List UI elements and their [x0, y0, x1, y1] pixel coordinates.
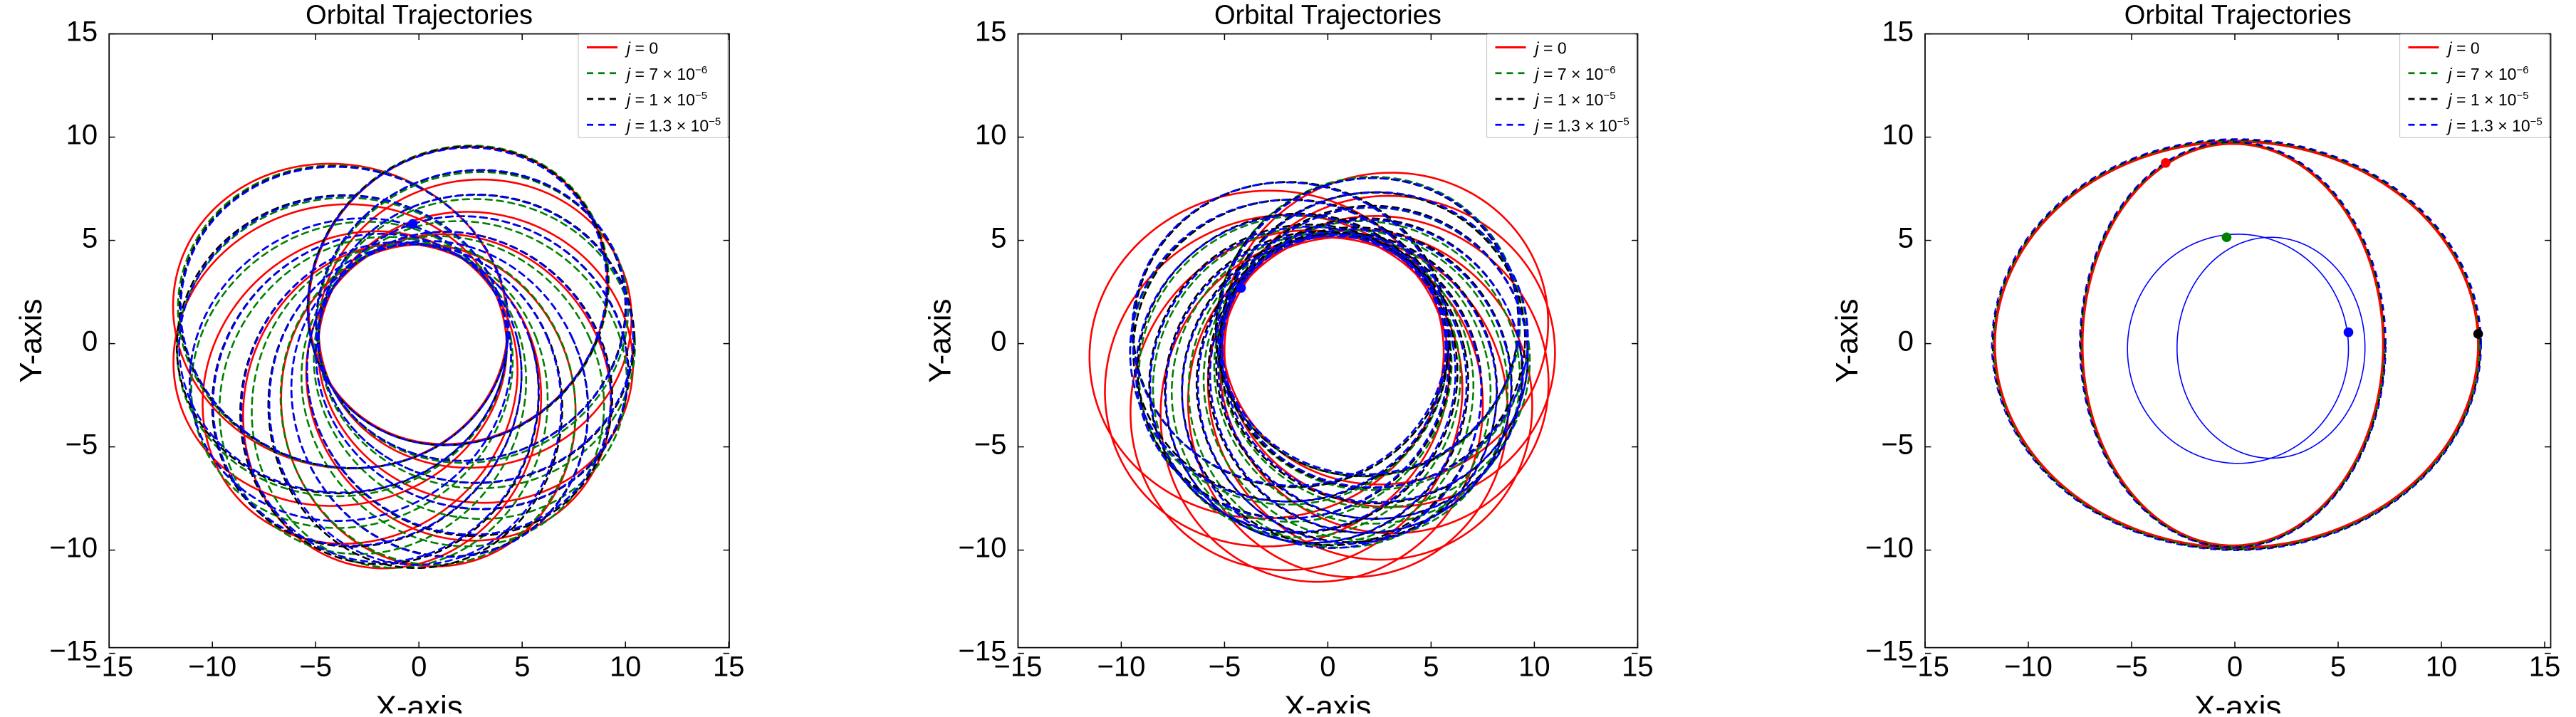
svg-text:Orbital Trajectories: Orbital Trajectories — [1214, 1, 1441, 31]
svg-text:15: 15 — [1882, 16, 1914, 48]
svg-text:X-axis: X-axis — [2194, 690, 2281, 713]
svg-text:−10: −10 — [1865, 533, 1914, 564]
svg-text:X-axis: X-axis — [1284, 690, 1371, 713]
svg-text:j = 7 × 10−6: j = 7 × 10−6 — [625, 64, 707, 83]
svg-text:−5: −5 — [974, 429, 1007, 461]
svg-text:j = 0: j = 0 — [2446, 39, 2480, 58]
svg-text:j = 1 × 10−5: j = 1 × 10−5 — [625, 90, 707, 109]
svg-text:−5: −5 — [2115, 651, 2148, 683]
svg-text:j = 1 × 10−5: j = 1 × 10−5 — [1533, 90, 1616, 109]
svg-text:−10: −10 — [188, 651, 236, 683]
svg-text:10: 10 — [1882, 120, 1914, 151]
svg-text:−5: −5 — [1209, 651, 1241, 683]
svg-text:−15: −15 — [959, 636, 1007, 667]
svg-text:10: 10 — [66, 120, 98, 151]
svg-text:Y-axis: Y-axis — [14, 298, 48, 382]
svg-text:−10: −10 — [1097, 651, 1145, 683]
svg-text:j = 0: j = 0 — [625, 39, 658, 58]
svg-text:5: 5 — [2330, 651, 2346, 683]
svg-text:j = 1.3 × 10−5: j = 1.3 × 10−5 — [625, 115, 721, 135]
svg-text:−10: −10 — [959, 533, 1007, 564]
svg-text:15: 15 — [66, 16, 98, 48]
svg-text:0: 0 — [991, 326, 1006, 357]
svg-text:j = 1.3 × 10−5: j = 1.3 × 10−5 — [2446, 115, 2543, 135]
svg-text:Orbital Trajectories: Orbital Trajectories — [306, 1, 533, 31]
svg-text:j = 7 × 10−6: j = 7 × 10−6 — [2446, 64, 2529, 83]
svg-text:0: 0 — [411, 651, 427, 683]
svg-text:j = 7 × 10−6: j = 7 × 10−6 — [1533, 64, 1616, 83]
svg-text:5: 5 — [82, 223, 98, 254]
svg-text:0: 0 — [1898, 326, 1914, 357]
svg-text:−5: −5 — [1881, 429, 1914, 461]
svg-text:−5: −5 — [299, 651, 332, 683]
svg-text:15: 15 — [2529, 651, 2561, 683]
svg-text:5: 5 — [991, 223, 1006, 254]
svg-text:−15: −15 — [1865, 636, 1914, 667]
svg-text:−10: −10 — [49, 533, 98, 564]
svg-text:Orbital Trajectories: Orbital Trajectories — [2124, 1, 2352, 31]
svg-text:j = 1 × 10−5: j = 1 × 10−5 — [2446, 90, 2529, 109]
svg-text:15: 15 — [1622, 651, 1654, 683]
svg-text:15: 15 — [713, 651, 745, 683]
svg-text:5: 5 — [1898, 223, 1914, 254]
svg-text:X-axis: X-axis — [375, 690, 462, 713]
svg-text:−15: −15 — [49, 636, 98, 667]
svg-text:15: 15 — [975, 16, 1007, 48]
svg-text:5: 5 — [1423, 651, 1439, 683]
svg-text:j = 0: j = 0 — [1533, 39, 1567, 58]
svg-text:Y-axis: Y-axis — [922, 298, 957, 382]
svg-text:j = 1.3 × 10−5: j = 1.3 × 10−5 — [1533, 115, 1629, 135]
svg-text:0: 0 — [2227, 651, 2243, 683]
svg-text:10: 10 — [2426, 651, 2458, 683]
svg-text:10: 10 — [610, 651, 642, 683]
svg-text:0: 0 — [1320, 651, 1335, 683]
svg-text:0: 0 — [82, 326, 98, 357]
svg-text:−5: −5 — [66, 429, 98, 461]
svg-text:5: 5 — [514, 651, 530, 683]
svg-text:10: 10 — [975, 120, 1007, 151]
svg-text:10: 10 — [1518, 651, 1550, 683]
svg-text:Y-axis: Y-axis — [1830, 298, 1865, 382]
svg-text:−10: −10 — [2004, 651, 2053, 683]
